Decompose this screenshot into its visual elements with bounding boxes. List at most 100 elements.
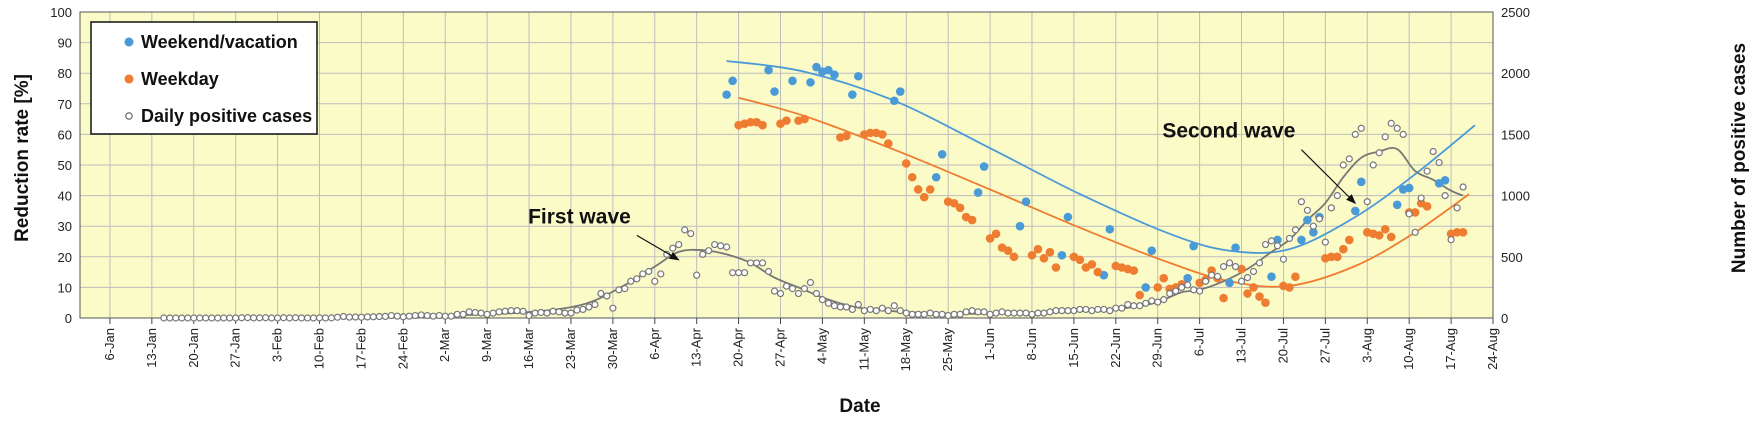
weekday-point [1129,266,1139,275]
daily-positive-cases-point [950,310,958,318]
daily-positive-cases-point [836,303,844,311]
weekend-vacation-point [1350,206,1360,216]
daily-positive-cases-point [1052,307,1060,315]
daily-positive-cases-point [944,311,952,320]
weekend-vacation-point [973,188,983,197]
weekday-point [1333,252,1342,262]
daily-positive-cases-point [1405,210,1413,218]
y-axis-left-title: Reduction rate [%] [12,74,33,242]
weekend-vacation-point [1440,176,1450,185]
daily-positive-cases-point [363,313,371,321]
daily-positive-cases-point [1435,158,1443,167]
daily-positive-cases-point [729,269,737,277]
legend-label-daily-positive-cases: Daily positive cases [141,106,312,126]
daily-positive-cases-point [1243,274,1252,282]
x-tick-label: 23-Mar [563,327,578,369]
daily-positive-cases-point [705,247,713,255]
weekday-point [907,172,917,182]
daily-positive-cases-point [717,242,725,250]
daily-positive-cases-point [980,308,988,316]
x-tick-label: 2-Mar [437,327,452,362]
daily-positive-cases-point [531,309,539,317]
weekend-vacation-point [1404,183,1414,193]
daily-positive-cases-point [651,277,659,285]
weekday-point [1219,293,1228,303]
x-tick-label: 27-Jul [1317,328,1332,364]
daily-positive-cases-point [1225,259,1234,267]
legend-marker-daily-positive-cases [125,112,133,120]
daily-positive-cases-point [1202,277,1210,285]
daily-positive-cases-point [1100,305,1108,314]
daily-positive-cases-point [986,310,994,318]
weekday-point [1093,267,1103,277]
weekday-point [1075,255,1085,265]
daily-positive-cases-point [285,314,294,322]
weekend-vacation-point [1231,243,1240,252]
x-tick-label: 13-Apr [689,327,704,367]
daily-positive-cases-point [902,309,910,317]
daily-positive-cases-point [758,259,767,267]
daily-positive-cases-point [1249,267,1258,276]
x-tick-label: 1-Jun [982,328,997,361]
daily-positive-cases-point [357,313,366,321]
x-tick-label: 8-Jun [1024,328,1039,361]
weekday-point [1243,289,1252,298]
daily-positive-cases-point [818,296,827,304]
daily-positive-cases-point [1267,237,1276,245]
legend-marker-weekend-vacation [124,37,134,47]
weekday-point [1422,202,1432,211]
annotation-arrow [636,234,680,261]
daily-positive-cases-point [711,240,719,249]
daily-positive-cases-point [429,312,437,320]
weekend-vacation-point [854,71,863,81]
daily-positive-cases-point [878,304,886,312]
weekday-point [991,229,1001,239]
daily-positive-cases-point [998,308,1006,316]
x-tick-label: 18-May [898,328,913,372]
daily-positive-cases-point [267,314,276,322]
daily-positive-cases-point [699,250,707,258]
y-left-tick-label: 100 [50,5,72,20]
weekday-point [1009,252,1019,262]
daily-positive-cases-point [740,269,749,277]
daily-positive-cases-point [178,314,186,322]
weekday-point [1033,244,1043,254]
legend-label-weekend-vacation: Weekend/vacation [141,32,298,52]
daily-positive-cases-point [1010,309,1018,317]
daily-positive-cases-point [735,269,743,277]
daily-positive-cases-point [375,312,383,321]
weekday-point [919,192,929,202]
daily-positive-cases-point [621,285,629,293]
weekday-point [1339,244,1348,254]
x-tick-label: 24-Feb [395,328,410,369]
daily-positive-cases-point [669,244,677,252]
daily-positive-cases-point [1303,206,1311,214]
weekday-point [842,131,851,141]
daily-positive-cases-point [549,307,557,315]
weekend-vacation-point [1147,246,1157,255]
daily-positive-cases-point [1429,147,1437,156]
daily-positive-cases-point [256,314,264,322]
daily-positive-cases-point [968,307,976,315]
weekday-point [1249,283,1258,292]
x-tick-label: 20-Apr [731,327,746,367]
weekday-point [913,185,923,194]
weekend-vacation-point [812,62,821,72]
daily-positive-cases-point [471,308,479,317]
daily-positive-cases-point [723,243,731,251]
daily-positive-cases-point [1130,302,1138,310]
daily-positive-cases-point [848,305,856,314]
daily-positive-cases-point [250,314,258,322]
legend-marker-weekday [124,74,134,84]
y-left-tick-label: 60 [58,127,72,142]
daily-positive-cases-point [992,309,1000,317]
weekday-point [1255,292,1264,301]
daily-positive-cases-point [1207,271,1216,279]
weekday-point [955,203,965,213]
weekday-point [1327,252,1336,262]
daily-positive-cases-point [351,313,360,321]
daily-positive-cases-point [681,226,689,234]
weekday-point [1045,247,1055,257]
daily-positive-cases-point [1411,228,1419,236]
daily-positive-cases-point [1082,305,1090,314]
